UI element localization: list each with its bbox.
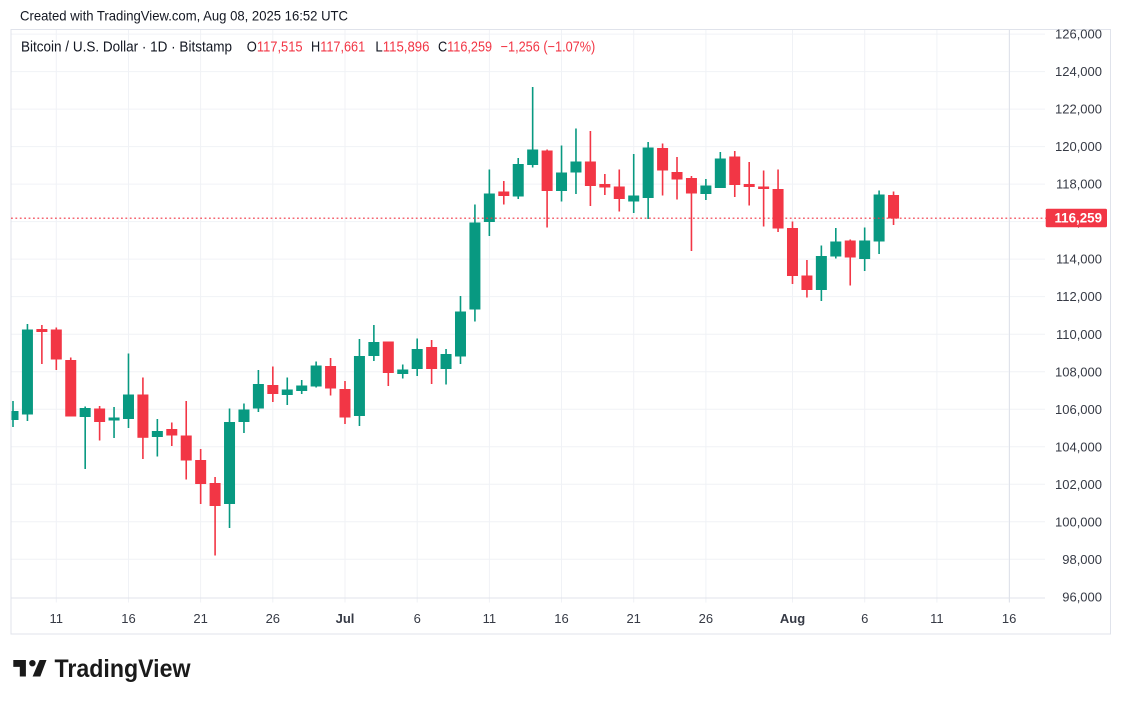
svg-text:Jul: Jul [336, 611, 355, 626]
svg-text:Created with TradingView.com,: Created with TradingView.com, Aug 08, 20… [20, 8, 348, 24]
svg-text:26: 26 [266, 611, 280, 626]
svg-text:110,000: 110,000 [1056, 327, 1102, 342]
svg-text:116,259: 116,259 [1055, 211, 1103, 226]
svg-text:120,000: 120,000 [1055, 139, 1102, 154]
svg-text:106,000: 106,000 [1055, 402, 1102, 417]
svg-text:124,000: 124,000 [1055, 64, 1102, 79]
svg-text:6: 6 [861, 611, 868, 626]
svg-text:Aug: Aug [780, 611, 805, 626]
svg-text:TradingView: TradingView [55, 655, 192, 683]
svg-text:C116,259: C116,259 [438, 40, 492, 56]
svg-text:Bitcoin / U.S. Dollar · 1D · B: Bitcoin / U.S. Dollar · 1D · Bitstamp [21, 40, 232, 56]
svg-text:H117,661: H117,661 [311, 40, 365, 56]
svg-text:16: 16 [121, 611, 135, 626]
svg-text:112,000: 112,000 [1056, 289, 1102, 304]
svg-text:O117,515: O117,515 [247, 40, 303, 56]
svg-text:11: 11 [50, 611, 64, 626]
svg-text:100,000: 100,000 [1055, 514, 1102, 529]
svg-text:−1,256 (−1.07%): −1,256 (−1.07%) [501, 40, 596, 56]
svg-text:108,000: 108,000 [1055, 364, 1102, 379]
svg-text:L115,896: L115,896 [375, 40, 429, 56]
svg-text:6: 6 [414, 611, 421, 626]
svg-text:16: 16 [554, 611, 568, 626]
svg-text:21: 21 [193, 611, 207, 626]
svg-text:98,000: 98,000 [1062, 552, 1102, 567]
svg-text:122,000: 122,000 [1055, 102, 1102, 117]
svg-text:96,000: 96,000 [1062, 589, 1102, 604]
svg-text:126,000: 126,000 [1055, 27, 1102, 42]
svg-text:26: 26 [699, 611, 713, 626]
svg-text:11: 11 [930, 611, 944, 626]
svg-text:21: 21 [626, 611, 640, 626]
svg-text:104,000: 104,000 [1055, 439, 1102, 454]
svg-text:118,000: 118,000 [1056, 177, 1102, 192]
svg-text:16: 16 [1002, 611, 1016, 626]
svg-text:11: 11 [483, 611, 497, 626]
svg-text:114,000: 114,000 [1056, 252, 1102, 267]
svg-text:102,000: 102,000 [1055, 477, 1102, 492]
